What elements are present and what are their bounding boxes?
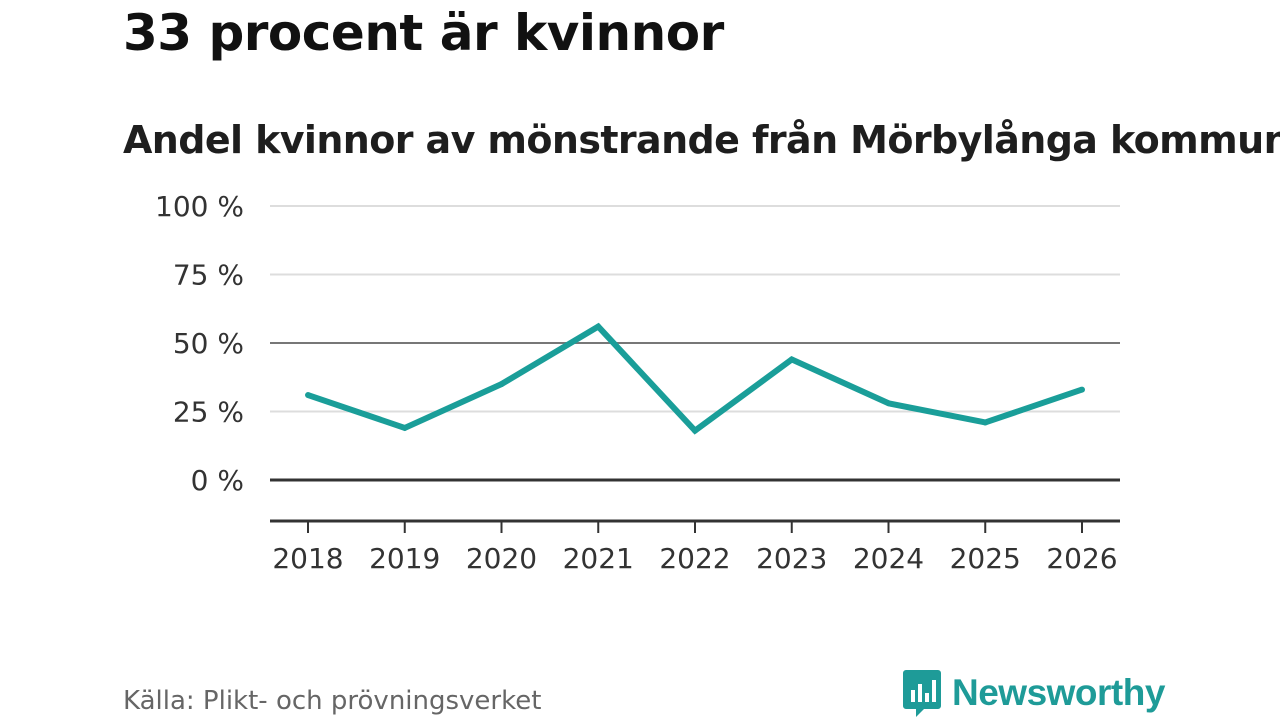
x-tick-label: 2020 — [466, 542, 537, 575]
x-tick-label: 2019 — [369, 542, 440, 575]
y-tick-label: 50 % — [173, 327, 244, 360]
source-note: Källa: Plikt- och prövningsverket — [123, 686, 542, 716]
newsworthy-logo: Newsworthy — [902, 668, 1165, 718]
data-point-2019 — [401, 424, 408, 431]
newsworthy-chart-icon — [903, 670, 941, 717]
y-tick-label: 25 % — [173, 396, 244, 429]
data-point-2022 — [692, 427, 698, 434]
data-point-2024 — [885, 400, 892, 407]
y-tick-label: 100 % — [155, 190, 244, 223]
chart-title: Andel kvinnor av mönstrande från Mörbylå… — [123, 118, 1280, 162]
data-point-2018 — [305, 392, 311, 399]
series — [305, 322, 1085, 435]
x-tick-label: 2025 — [950, 542, 1021, 575]
x-tick-label: 2024 — [853, 542, 924, 575]
x-tick-label: 2026 — [1046, 542, 1117, 575]
data-point-2023 — [788, 356, 795, 363]
gridlines — [270, 205, 1120, 482]
y-axis-labels: 100 % 75 % 50 % 25 % 0 % — [155, 190, 244, 497]
data-point-2026 — [1079, 386, 1085, 393]
data-point-2020 — [498, 381, 505, 388]
data-point-2025 — [982, 419, 989, 426]
brand-name: Newsworthy — [952, 672, 1165, 713]
x-axis: 2018 2019 2020 2021 2022 2023 2024 2025 2026 — [270, 519, 1120, 575]
data-point-2021 — [595, 323, 602, 330]
headline: 33 procent är kvinnor — [123, 4, 724, 62]
x-tick-label: 2021 — [563, 542, 634, 575]
x-tick-label: 2022 — [659, 542, 730, 575]
y-tick-label: 75 % — [173, 259, 244, 292]
x-tick-label: 2023 — [756, 542, 827, 575]
y-tick-label: 0 % — [191, 464, 244, 497]
x-tick-label: 2018 — [272, 542, 343, 575]
